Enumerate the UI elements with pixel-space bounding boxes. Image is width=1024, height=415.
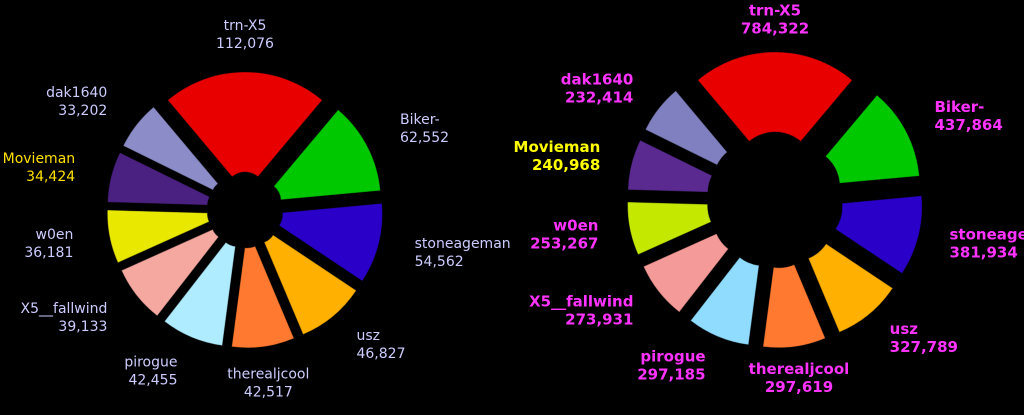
slice-value-label: 437,864 <box>934 116 1002 134</box>
pie-slice <box>120 228 220 317</box>
pie-slice <box>263 234 357 336</box>
pie-slice <box>642 233 730 313</box>
pie-slice <box>122 106 219 191</box>
pie-slice <box>627 139 713 193</box>
slice-label: stoneageman <box>949 226 1024 244</box>
pie-slice <box>824 94 920 184</box>
slice-label: pirogue <box>124 354 177 370</box>
pie-slice <box>697 51 853 143</box>
pie-slice <box>278 202 383 282</box>
slice-label: dak1640 <box>46 85 107 101</box>
pie-slice <box>231 245 295 349</box>
slice-label: w0en <box>553 217 598 235</box>
slice-value-label: 36,181 <box>24 245 73 261</box>
slice-value-label: 232,414 <box>565 88 633 106</box>
pie-slice <box>107 151 211 206</box>
slice-label: w0en <box>36 227 74 243</box>
slice-label: X5__fallwind <box>21 301 108 317</box>
slice-label: therealjcool <box>749 360 850 378</box>
pie-slice <box>834 195 923 275</box>
pie-slice <box>689 256 760 346</box>
slice-label: trn-X5 <box>749 2 801 20</box>
slice-label: usz <box>356 328 380 344</box>
slice-label: usz <box>890 320 919 338</box>
slice-value-label: 42,517 <box>244 384 293 400</box>
slice-value-label: 240,968 <box>532 156 600 174</box>
slice-value-label: 39,133 <box>58 319 107 335</box>
pie-slice <box>762 263 826 349</box>
pie-slice <box>106 209 210 264</box>
pie-slice <box>167 71 323 178</box>
pie-slice <box>807 243 894 333</box>
slice-value-label: 34,424 <box>26 169 75 185</box>
pie-slice <box>273 109 381 201</box>
slice-label: dak1640 <box>561 70 634 88</box>
slice-value-label: 54,562 <box>415 254 464 270</box>
slice-value-label: 33,202 <box>58 103 107 119</box>
slice-label: therealjcool <box>227 366 309 382</box>
slice-value-label: 62,552 <box>400 130 449 146</box>
pie-slice <box>627 201 712 256</box>
pie-slice <box>644 90 728 166</box>
slice-value-label: 112,076 <box>216 36 274 52</box>
slice-label: Biker- <box>934 98 984 116</box>
slice-value-label: 784,322 <box>741 20 809 38</box>
slice-label: pirogue <box>640 348 705 366</box>
slice-value-label: 42,455 <box>128 372 177 388</box>
slice-label: stoneageman <box>415 236 511 252</box>
slice-value-label: 46,827 <box>356 346 405 362</box>
slice-label: trn-X5 <box>224 18 267 34</box>
slice-value-label: 381,934 <box>949 244 1017 262</box>
slice-value-label: 297,185 <box>637 366 705 384</box>
pie: trn-X5 112,076 Biker- 62,552 stoneageman 54,5… <box>3 18 511 400</box>
slice-value-label: 253,267 <box>530 235 598 253</box>
pie-slice <box>163 241 236 347</box>
slice-label: Biker- <box>400 112 440 128</box>
slice-label: Movieman <box>514 138 601 156</box>
slice-label: Movieman <box>3 151 76 167</box>
slice-value-label: 273,931 <box>565 311 633 329</box>
slice-value-label: 327,789 <box>890 338 958 356</box>
slice-label: X5__fallwind <box>529 293 633 311</box>
slice-value-label: 297,619 <box>765 378 833 396</box>
